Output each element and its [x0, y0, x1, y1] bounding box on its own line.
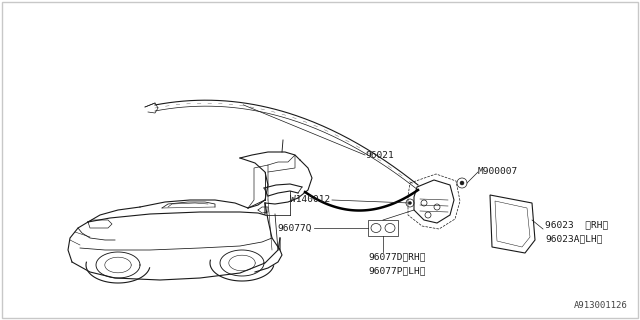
Text: 96077Q: 96077Q [278, 223, 312, 233]
Text: 96021: 96021 [365, 150, 394, 159]
Text: M900007: M900007 [478, 167, 518, 177]
Circle shape [460, 181, 464, 185]
Text: 96023A〈LH〉: 96023A〈LH〉 [545, 235, 602, 244]
Text: 96023  〈RH〉: 96023 〈RH〉 [545, 220, 608, 229]
Text: 96077P〈LH〉: 96077P〈LH〉 [368, 266, 426, 275]
Text: W140012: W140012 [290, 196, 330, 204]
Circle shape [408, 202, 412, 204]
Text: A913001126: A913001126 [574, 301, 628, 310]
Text: 96077D〈RH〉: 96077D〈RH〉 [368, 252, 426, 261]
